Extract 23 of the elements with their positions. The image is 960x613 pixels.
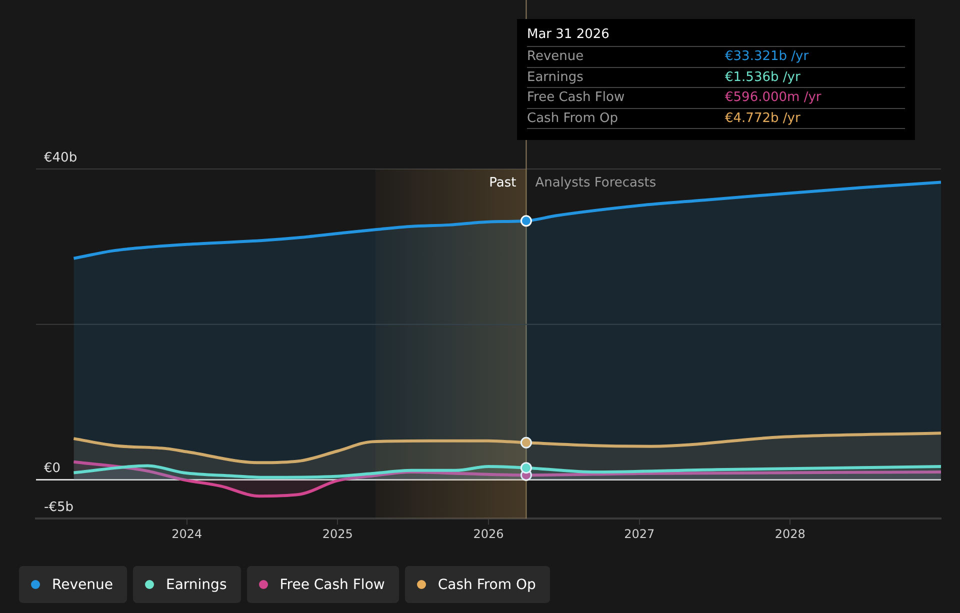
x-tick-label: 2028 — [774, 526, 806, 541]
text: €596.000m /yr — [725, 90, 822, 106]
x-tick-label: 2024 — [172, 526, 202, 541]
band-label: Past — [489, 175, 516, 190]
text: Free Cash Flow — [527, 90, 626, 106]
y-tick-label: €40b — [44, 150, 78, 166]
legend-label: Free Cash Flow — [280, 576, 385, 592]
text: Cash From Op — [527, 110, 620, 126]
text: €1.536b /yr — [725, 70, 800, 85]
text: Earnings — [527, 70, 584, 85]
ref-line-label: Analysts Forecasts — [535, 175, 656, 190]
text: Mar 31 2026 — [527, 27, 610, 42]
text: Revenue — [527, 49, 585, 64]
text: €33.321b /yr — [725, 49, 809, 64]
x-tick-label: 2025 — [322, 526, 353, 541]
legend-label: Cash From Op — [438, 576, 536, 592]
legend-label: Revenue — [52, 576, 113, 592]
x-tick-label: 2027 — [624, 526, 655, 541]
x-tick-label: 2026 — [473, 526, 504, 541]
text: €4.772b /yr — [725, 110, 800, 126]
y-tick-label: -€5b — [44, 500, 74, 515]
y-tick-label: €0 — [44, 461, 61, 476]
legend-label: Earnings — [166, 576, 227, 592]
